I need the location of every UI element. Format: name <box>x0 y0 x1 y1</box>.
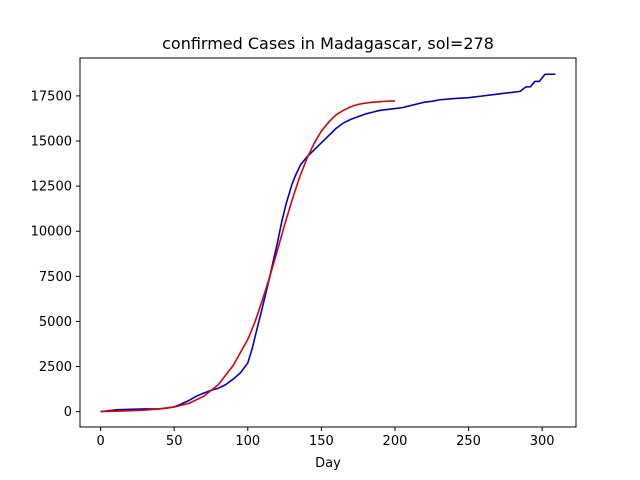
x-tick-label: 250 <box>456 434 481 449</box>
plot-area <box>79 57 577 428</box>
x-tick-label: 200 <box>383 434 408 449</box>
x-axis-ticks: 0 50 100 150 200 250 300 <box>96 427 555 449</box>
y-axis-ticks: 0 2500 5000 7500 10000 12500 15000 17500 <box>31 89 80 420</box>
y-tick-label: 5000 <box>39 315 72 330</box>
y-tick-label: 0 <box>64 405 72 420</box>
y-tick-label: 10000 <box>31 225 72 240</box>
x-tick-label: 150 <box>309 434 334 449</box>
x-axis-label: Day <box>315 456 341 471</box>
x-tick-label: 100 <box>235 434 260 449</box>
x-tick-label: 300 <box>530 434 555 449</box>
y-tick-label: 15000 <box>31 135 72 150</box>
series-layer <box>100 73 556 413</box>
x-tick-label: 50 <box>166 434 183 449</box>
x-tick-label: 0 <box>96 434 104 449</box>
y-tick-label: 2500 <box>39 360 72 375</box>
y-tick-label: 17500 <box>31 89 72 104</box>
y-tick-label: 7500 <box>39 270 72 285</box>
series-line-1 <box>100 73 556 413</box>
y-tick-label: 12500 <box>31 180 72 195</box>
series-line-2 <box>100 100 395 413</box>
chart-title: confirmed Cases in Madagascar, sol=278 <box>162 34 494 53</box>
